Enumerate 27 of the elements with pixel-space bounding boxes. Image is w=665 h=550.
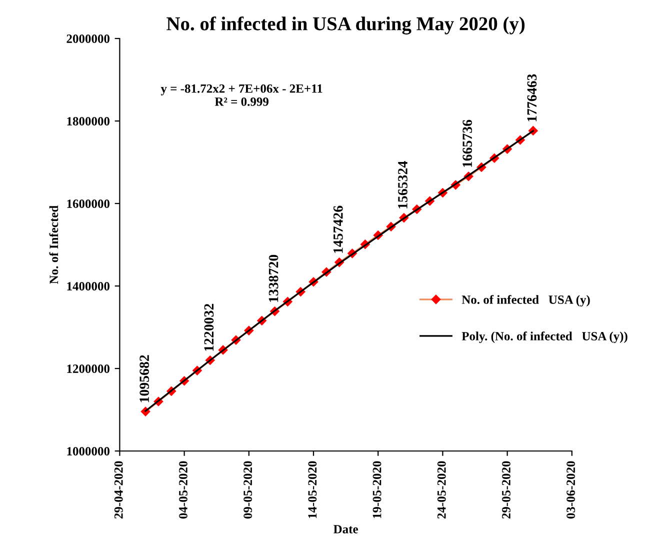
data-label: 1565324 <box>398 161 408 208</box>
y-tick-label: 1600000 <box>67 200 110 208</box>
y-tick-label: 1000000 <box>67 447 110 456</box>
y-tick-label: 1400000 <box>67 282 110 290</box>
x-tick-label: 03-06-2020 <box>566 461 576 519</box>
data-label: 1095682 <box>140 355 150 402</box>
x-tick-label: 09-05-2020 <box>244 461 252 519</box>
x-tick-label: 24-05-2020 <box>437 461 446 519</box>
y-tick-label: 1800000 <box>67 117 110 126</box>
y-tick-label: 1200000 <box>67 364 110 373</box>
legend-label: Poly. (No. of infected USA (y)) <box>462 332 628 343</box>
chart-title: No. of infected in USA during May 2020 (y) <box>166 16 525 34</box>
legend-label: No. of infected USA (y) <box>462 295 590 306</box>
y-axis-title: No. of Infected <box>49 205 58 284</box>
x-tick-label: 04-05-2020 <box>178 461 188 519</box>
annotation: y = -81.72x2 + 7E+06x - 2E+11 R² = 0.999 <box>160 84 322 106</box>
data-label: 1665736 <box>462 120 472 167</box>
y-tick-label: 2000000 <box>66 34 110 43</box>
data-label: 1338720 <box>268 254 278 302</box>
x-tick-label: 19-05-2020 <box>372 461 382 518</box>
data-label: 1457426 <box>333 206 343 253</box>
data-label: 1220032 <box>204 304 214 351</box>
x-tick-label: 29-04-2020 <box>114 461 123 519</box>
x-tick-label: 29-05-2020 <box>502 461 510 519</box>
x-axis-title: Date <box>334 525 358 534</box>
data-label: 1776463 <box>527 74 537 122</box>
x-tick-label: 14-05-2020 <box>308 461 317 518</box>
